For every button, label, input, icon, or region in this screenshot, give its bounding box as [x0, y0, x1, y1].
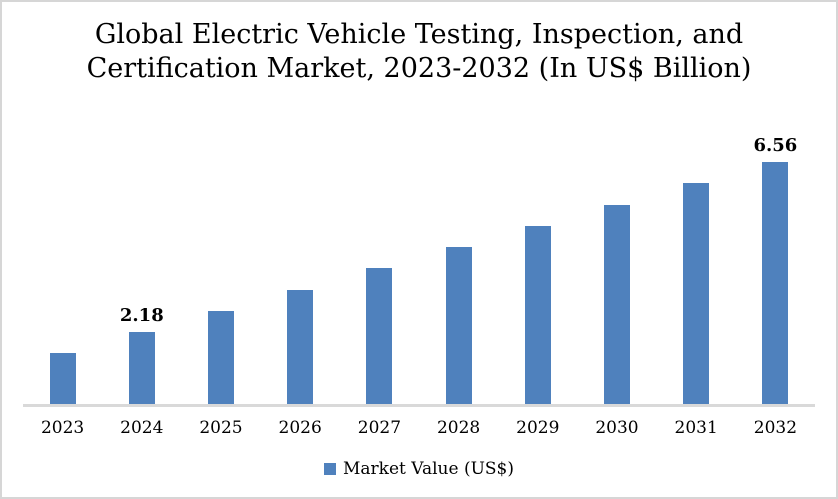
x-axis-line — [23, 404, 815, 407]
x-axis-label-2031: 2031 — [674, 418, 718, 438]
x-axis-label-2030: 2030 — [595, 418, 639, 438]
bar-2029 — [524, 226, 551, 404]
legend-label: Market Value (US$) — [342, 459, 515, 479]
data-label-2024: 2.18 — [119, 305, 164, 326]
x-axis-label-2023: 2023 — [40, 418, 85, 438]
bar-2032 — [762, 162, 789, 404]
x-axis-label-2027: 2027 — [357, 418, 402, 438]
bar-2025 — [208, 311, 234, 404]
bar-2031 — [683, 183, 710, 404]
x-axis-label-2025: 2025 — [199, 418, 243, 438]
x-axis-label-2029: 2029 — [516, 418, 560, 438]
bar-2024 — [128, 332, 155, 404]
x-axis-label-2026: 2026 — [278, 418, 322, 438]
chart-title-line-2: Certification Market, 2023-2032 (In US$ … — [86, 53, 752, 84]
bar-2028 — [445, 247, 472, 404]
x-axis-label-2024: 2024 — [120, 418, 164, 438]
x-axis-label-2028: 2028 — [436, 418, 481, 438]
bar-2030 — [604, 205, 630, 404]
x-axis-label-2032: 2032 — [753, 418, 798, 438]
legend: Market Value (US$) — [2, 459, 836, 479]
bar-2027 — [366, 268, 393, 404]
bar-2026 — [287, 290, 314, 404]
chart-title: Global Electric Vehicle Testing, Inspect… — [2, 18, 836, 86]
chart-title-line-1: Global Electric Vehicle Testing, Inspect… — [94, 19, 744, 50]
data-label-2032: 6.56 — [753, 135, 798, 156]
legend-marker-square-icon — [323, 463, 336, 475]
bar-2023 — [49, 353, 76, 404]
